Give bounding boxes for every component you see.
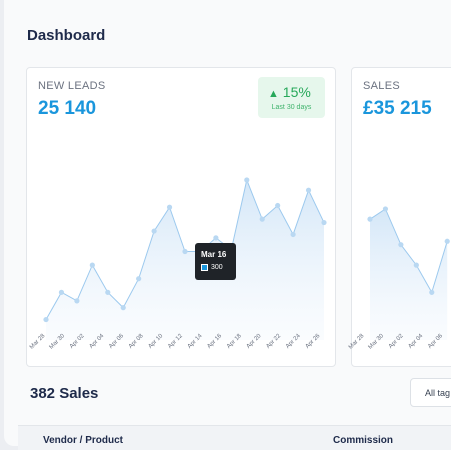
card-value: £35 215 — [363, 98, 432, 119]
point — [259, 216, 265, 222]
point — [182, 248, 188, 255]
point — [367, 216, 373, 222]
point — [398, 242, 404, 248]
badge-period: Last 30 days — [271, 104, 312, 111]
area — [370, 208, 448, 340]
badge-change: ▲ 15% — [268, 84, 311, 100]
card-value: 25 140 — [38, 98, 97, 119]
card-label: SALES — [363, 80, 400, 92]
card-label: NEW LEADS — [38, 80, 106, 92]
tooltip: Mar 16 300 — [195, 243, 236, 280]
point — [89, 262, 95, 268]
point — [413, 262, 419, 268]
point — [429, 289, 435, 295]
point — [213, 235, 219, 241]
badge-change-text: 15% — [282, 84, 311, 100]
point — [382, 206, 389, 212]
point — [305, 187, 312, 193]
table-header: Vendor / Product Commission — [18, 425, 451, 450]
x-tick-label: Mar 28 — [348, 333, 366, 351]
x-tick-label: Mar 28 — [29, 333, 47, 351]
column-header: Commission — [333, 435, 394, 446]
tag-filter[interactable]: All tag — [410, 378, 451, 407]
area — [46, 180, 324, 340]
tooltip-swatch — [201, 264, 208, 271]
point — [151, 228, 157, 234]
point — [43, 316, 49, 323]
page-title: Dashboard — [27, 27, 106, 44]
point — [275, 202, 281, 209]
point — [120, 305, 126, 311]
point — [444, 238, 450, 244]
line — [369, 208, 448, 294]
point — [321, 219, 327, 226]
change-badge: ▲ 15% Last 30 days — [258, 77, 325, 118]
tooltip-date: Mar 16 — [201, 250, 227, 259]
point — [105, 289, 111, 295]
point — [166, 204, 173, 210]
point — [58, 289, 65, 295]
sales-title: 382 Sales — [30, 385, 99, 402]
tooltip-value: 300 — [211, 264, 223, 271]
point — [136, 276, 142, 282]
column-header: Vendor / Product — [43, 435, 124, 446]
point — [244, 177, 250, 183]
point — [74, 298, 80, 304]
point — [290, 231, 296, 238]
